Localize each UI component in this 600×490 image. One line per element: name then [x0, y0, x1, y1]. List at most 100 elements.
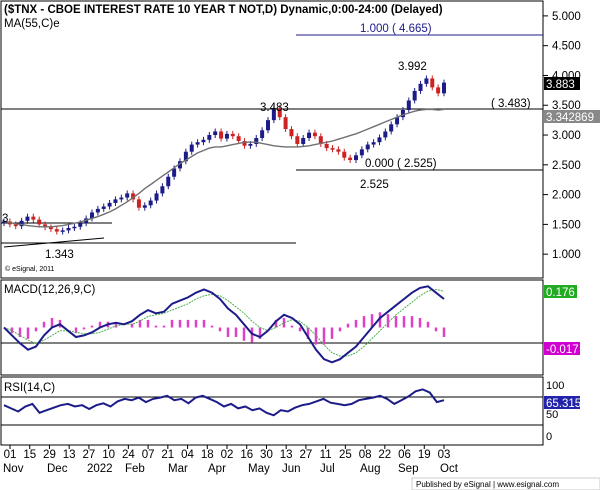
macd-line: [3, 285, 445, 364]
candle-body: [342, 151, 347, 158]
macd-value-label: 0.176: [546, 287, 575, 299]
price-tick-label: 3.500: [552, 100, 581, 112]
candle-body: [48, 227, 53, 230]
candle-body: [178, 161, 182, 169]
candle-body: [101, 206, 106, 209]
x-month-label: Dec: [47, 463, 68, 475]
price-tick-label: 4.500: [552, 41, 581, 53]
rsi-legend: RSI(14,C): [4, 382, 55, 394]
x-tick-label: 25: [339, 449, 352, 461]
candle-body: [13, 224, 18, 227]
x-tick-label: 03: [438, 449, 451, 461]
x-tick-label: 15: [23, 449, 36, 461]
candle-body: [295, 136, 300, 144]
x-tick-label: 10: [102, 449, 115, 461]
candle-body: [330, 148, 335, 150]
x-tick-label: 18: [201, 449, 214, 461]
candle-body: [183, 151, 188, 162]
candle-body: [66, 227, 71, 231]
ma55-line: [3, 108, 445, 228]
annotation-peak-3483: 3.483: [260, 102, 289, 114]
rsi-line: [3, 388, 445, 417]
candle-body: [307, 132, 312, 139]
candle-body: [219, 131, 224, 139]
candle-body: [207, 135, 212, 140]
candle-body: [236, 136, 241, 141]
annotation-fib-100: 1.000 ( 4.665): [360, 23, 432, 35]
x-month-label: Nov: [3, 463, 24, 475]
copyright-text: © eSignal, 2011: [5, 265, 55, 273]
candle-body: [25, 216, 30, 221]
rsi-tick-50: 50: [546, 409, 558, 421]
macd-legend: MACD(12,26,9,C): [4, 284, 96, 296]
candle-body: [354, 155, 358, 161]
hist-value-label: -0.017: [546, 344, 579, 356]
candle-body: [119, 197, 124, 200]
x-tick-label: 29: [43, 449, 56, 461]
candle-body: [283, 117, 288, 130]
candle-body: [371, 142, 376, 145]
x-tick-label: 08: [359, 449, 372, 461]
macd-signal-line: [3, 288, 445, 357]
candle-body: [136, 199, 141, 208]
annotation-level-3483: ( 3.483): [491, 98, 531, 110]
candle-body: [389, 124, 394, 132]
candle-body: [224, 133, 229, 139]
x-tick-label: 27: [300, 449, 313, 461]
x-month-label: Mar: [168, 463, 188, 475]
candle-body: [336, 149, 341, 152]
price-tick-label: 2.000: [552, 190, 581, 202]
chart-title: ($TNX - CBOE INTEREST RATE 10 YEAR T NOT…: [4, 4, 443, 16]
x-tick-label: 11: [320, 449, 332, 461]
x-tick-label: 19: [418, 449, 431, 461]
candle-body: [230, 133, 235, 137]
candle-body: [248, 143, 253, 146]
price-tick-label: 1.500: [552, 219, 581, 231]
candle-body: [19, 220, 24, 227]
x-tick-label: 04: [181, 449, 194, 461]
x-tick-label: 01: [4, 449, 17, 461]
x-tick-label: 30: [260, 449, 273, 461]
candle-body: [324, 143, 329, 149]
trend-channel-lower: [3, 237, 105, 248]
x-tick-label: 02: [221, 449, 234, 461]
hist-value-box: [544, 342, 580, 355]
x-month-label: Jul: [320, 463, 335, 475]
ma-value-box: [544, 110, 600, 123]
ma-value-label: 3.342869: [546, 112, 594, 124]
candle-body: [254, 138, 259, 144]
x-month-label: May: [248, 463, 270, 475]
candle-body: [195, 142, 200, 145]
annotation-low-2525: 2.525: [360, 179, 389, 191]
price-y-axis: 5.0004.5004.0003.5003.0002.5002.0001.500…: [543, 11, 581, 261]
x-tick-label: 13: [280, 449, 293, 461]
last-price-box: [544, 77, 580, 90]
rsi-value-box: [544, 396, 580, 409]
candle-body: [301, 138, 306, 144]
candle-body: [154, 193, 159, 201]
candle-body: [131, 193, 136, 200]
candle-body: [365, 144, 370, 150]
annotation-low-1343: 1.343: [45, 249, 74, 261]
candle-body: [318, 136, 323, 144]
candle-body: [277, 108, 282, 118]
candle-body: [43, 224, 48, 228]
candle-body: [442, 82, 446, 94]
price-panel: [0, 0, 544, 279]
candle-body: [348, 157, 353, 161]
candle-body: [213, 131, 218, 136]
candle-body: [95, 208, 100, 213]
rsi-panel: [0, 376, 544, 446]
candle-body: [412, 90, 417, 101]
price-candles: [2, 75, 446, 235]
candle-body: [54, 229, 59, 232]
rsi-value-label: 65.315: [546, 398, 581, 410]
candle-body: [31, 216, 36, 220]
candle-body: [166, 176, 171, 187]
candle-body: [172, 168, 177, 177]
x-month-label: Oct: [440, 463, 459, 475]
x-month-label: Jun: [282, 463, 301, 475]
x-tick-label: 22: [378, 449, 391, 461]
candle-body: [90, 212, 94, 219]
price-tick-label: 1.000: [552, 249, 581, 261]
